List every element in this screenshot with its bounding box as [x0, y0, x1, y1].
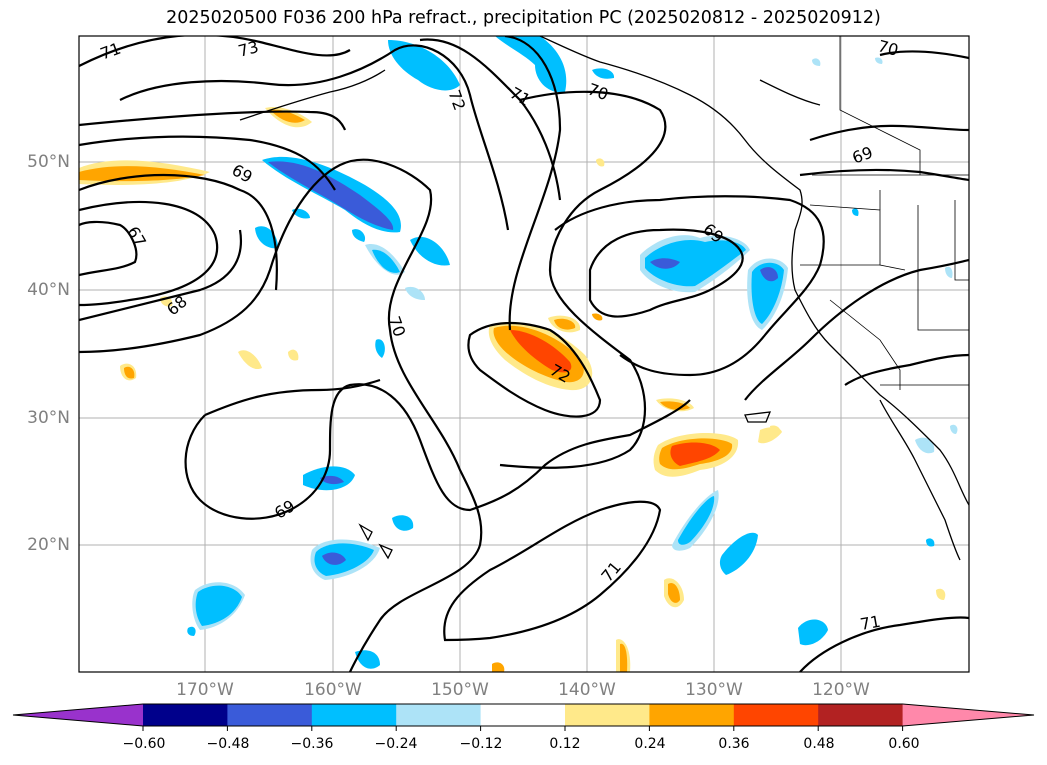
colorbar-segment [480, 704, 566, 726]
contour-label-71-se: 71 [859, 612, 882, 634]
colorbar-segment [649, 704, 735, 726]
colorbar-label-m048: −0.48 [206, 736, 250, 752]
contour-label-70-ne: 70 [876, 36, 901, 60]
lat-label-30n: 30°N [27, 408, 70, 428]
lon-label-170w: 170°W [176, 680, 234, 700]
colorbar-extend-low [13, 704, 143, 726]
colorbar-label-012: 0.12 [549, 736, 581, 752]
colorbar-label-m012: −0.12 [459, 736, 503, 752]
colorbar-segment [565, 704, 650, 726]
lon-label-150w: 150°W [431, 680, 489, 700]
lat-label-20n: 20°N [27, 535, 70, 555]
colorbar-label-m036: −0.36 [290, 736, 334, 752]
colorbar-label-036: 0.36 [718, 736, 750, 752]
lon-label-130w: 130°W [685, 680, 743, 700]
colorbar-segment [227, 704, 313, 726]
lat-label-40n: 40°N [27, 280, 70, 300]
colorbar [12, 703, 1035, 731]
lon-label-120w: 120°W [812, 680, 870, 700]
lat-label-50n: 50°N [27, 152, 70, 172]
refractivity-contours [79, 36, 969, 672]
map-frame [78, 35, 970, 673]
colorbar-label-048: 0.48 [803, 736, 835, 752]
colorbar-segment [396, 704, 482, 726]
colorbar-segment [143, 704, 228, 726]
colorbar-label-m060: −0.60 [122, 736, 166, 752]
colorbar-segment [818, 704, 904, 726]
lon-label-160w: 160°W [304, 680, 362, 700]
graticule [79, 36, 969, 672]
colorbar-segment [733, 704, 819, 726]
contour-label-73: 73 [236, 37, 261, 61]
lon-label-140w: 140°W [558, 680, 616, 700]
precip-shading [79, 36, 958, 672]
map-title: 2025020500 F036 200 hPa refract., precip… [166, 8, 881, 28]
colorbar-segment [311, 704, 397, 726]
colorbar-label-m024: −0.24 [374, 736, 418, 752]
colorbar-extend-high [902, 704, 1034, 726]
colorbar-label-060: 0.60 [888, 736, 920, 752]
colorbar-label-024: 0.24 [634, 736, 666, 752]
